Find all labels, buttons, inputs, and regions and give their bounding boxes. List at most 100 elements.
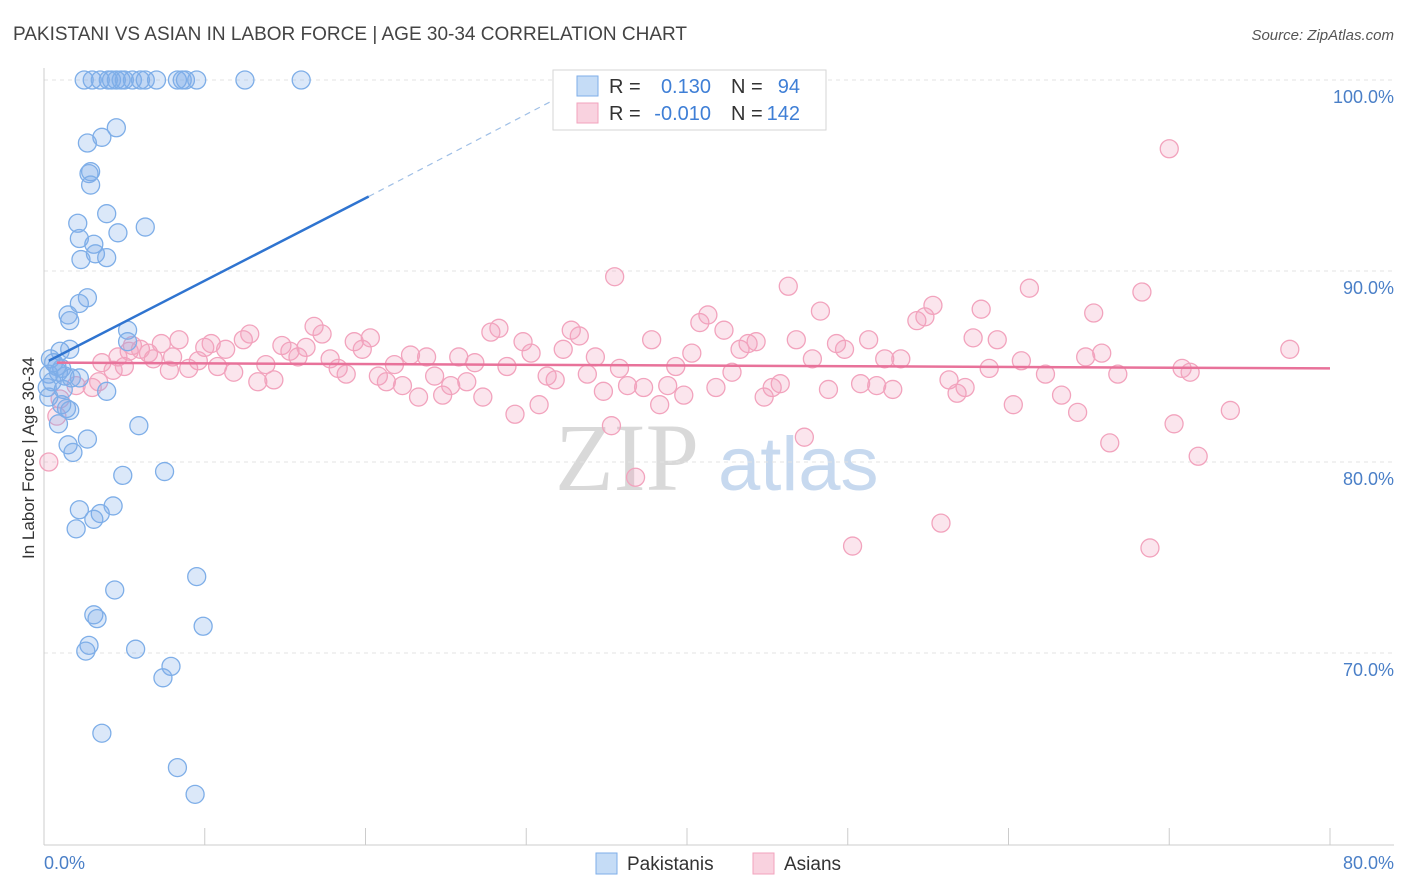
pakistani-point-1 (82, 70, 102, 90)
asian-point-77 (633, 377, 654, 398)
trend-lines (48, 92, 1331, 370)
pakistani-point-60 (77, 429, 98, 449)
asian-point-30 (264, 370, 284, 390)
pakistani-point-58 (48, 414, 69, 434)
asian-point-28 (248, 372, 268, 392)
asian-point-71 (593, 381, 614, 401)
legend-r-label-asians: R = (609, 103, 641, 125)
asian-point-68 (569, 326, 589, 346)
asian-point-52 (441, 375, 461, 396)
asian-point-55 (465, 353, 485, 373)
asian-point-103 (842, 536, 863, 556)
asian-point-118 (971, 299, 991, 319)
y-axis-tick-labels: 70.0% 80.0% 90.0% 100.0% (1333, 87, 1394, 680)
asian-point-17 (162, 347, 183, 367)
asian-point-120 (987, 330, 1007, 350)
asian-point-22 (201, 333, 221, 354)
asian-point-122 (1011, 351, 1032, 371)
pakistani-point-19 (92, 127, 112, 147)
asian-point-72 (601, 416, 622, 436)
asian-point-49 (416, 347, 437, 367)
asian-point-123 (1019, 278, 1040, 298)
asian-point-59 (497, 356, 517, 377)
legend-n-label-asians: N = (731, 103, 763, 125)
pakistani-point-15 (187, 70, 207, 90)
pakistani-point-0 (74, 70, 94, 90)
asian-point-74 (609, 358, 630, 379)
legend-r-value-asians: -0.010 (654, 103, 711, 125)
zipatlas-watermark: ZIP atlas (555, 404, 879, 511)
pakistani-point-56 (56, 398, 77, 419)
legend-n-value-asians: 142 (767, 103, 800, 125)
y-axis-label: In Labor Force | Age 30-34 (19, 357, 38, 559)
pakistani-point-62 (63, 442, 83, 463)
pakistani-point-26 (135, 217, 155, 237)
pakistani-point-70 (187, 566, 207, 587)
pakistani-point-31 (71, 249, 91, 270)
pakistani-point-75 (79, 635, 99, 656)
pakistani-point-32 (97, 247, 117, 268)
bottom-legend-label-asians: Asians (784, 854, 841, 875)
asian-point-58 (489, 318, 509, 338)
asian-point-138 (1220, 400, 1240, 421)
asian-point-34 (296, 337, 316, 358)
trend-line-asians (56, 361, 1331, 370)
asian-point-82 (674, 385, 694, 405)
pakistani-point-69 (66, 519, 86, 539)
asian-point-46 (392, 375, 413, 396)
correlation-legend: R = 0.130 N = 94 R = -0.010 N = 142 (552, 69, 827, 131)
pakistani-point-27 (108, 223, 128, 243)
legend-r-value-pakistanis: 0.130 (661, 76, 711, 98)
series-asians-points (39, 139, 1300, 558)
asian-point-18 (169, 330, 189, 350)
pakistani-point-71 (105, 580, 125, 600)
pakistani-point-49 (69, 368, 90, 388)
legend-n-label-pakistanis: N = (731, 76, 763, 98)
asian-point-66 (553, 339, 573, 359)
asian-point-137 (1188, 446, 1208, 466)
asian-point-23 (207, 356, 228, 377)
asian-point-97 (794, 427, 814, 447)
pakistani-point-38 (117, 332, 138, 352)
pakistani-point-36 (60, 311, 80, 331)
asian-point-62 (521, 343, 541, 363)
pakistani-point-28 (69, 228, 90, 249)
asian-point-106 (867, 375, 887, 396)
pakistani-point-34 (69, 293, 90, 314)
asian-point-39 (336, 364, 356, 384)
pakistani-point-76 (76, 641, 96, 661)
asian-point-47 (400, 345, 421, 365)
asian-point-73 (605, 267, 625, 287)
asian-point-44 (376, 372, 397, 392)
x-axis-ticks (43, 828, 1331, 845)
asian-point-121 (1003, 395, 1023, 415)
asian-point-87 (714, 320, 734, 340)
asian-point-128 (1084, 303, 1104, 323)
asian-point-63 (529, 395, 549, 415)
asian-point-25 (224, 362, 244, 382)
pakistani-point-16 (235, 70, 255, 90)
asian-point-98 (802, 349, 823, 369)
pakistani-point-79 (153, 668, 173, 688)
pakistani-point-77 (125, 639, 146, 659)
pakistani-point-2 (90, 70, 110, 90)
bottom-legend-swatch-asians (752, 852, 775, 875)
pakistani-point-9 (130, 70, 151, 90)
pakistani-point-10 (135, 70, 155, 90)
asian-point-95 (778, 276, 798, 296)
trend-line-pakistanis (48, 195, 370, 362)
x-tick-label-min: 0.0% (44, 853, 85, 873)
bottom-legend-label-pakistanis: Pakistanis (627, 854, 714, 875)
asian-point-107 (875, 349, 895, 369)
pakistani-point-73 (87, 608, 107, 629)
series-pakistanis-points (37, 70, 311, 804)
chart-title: PAKISTANI VS ASIAN IN LABOR FORCE | AGE … (13, 24, 687, 45)
asian-point-84 (690, 312, 710, 333)
asian-point-96 (786, 330, 806, 350)
asian-point-140 (1280, 339, 1300, 359)
trend-line-pakistanis-extension (368, 92, 567, 198)
pakistani-point-59 (129, 416, 149, 436)
asian-point-109 (891, 349, 911, 369)
asian-point-100 (818, 379, 839, 400)
y-tick-label-90: 90.0% (1343, 278, 1394, 298)
